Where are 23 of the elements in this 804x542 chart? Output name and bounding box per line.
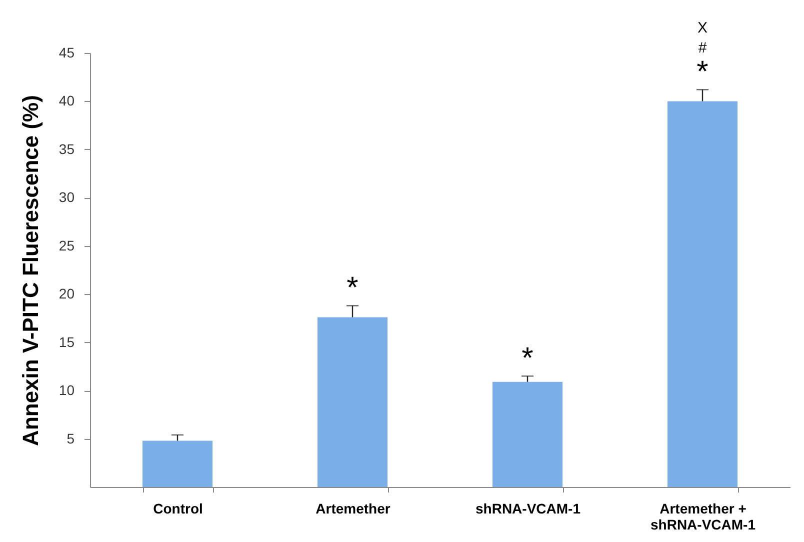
text: X: [697, 20, 708, 37]
x-tick-label: Artemether: [316, 500, 391, 516]
y-tick-label: 35: [58, 140, 75, 157]
y-tick-label: 5: [66, 430, 75, 446]
bar: [142, 440, 212, 487]
x-tick-label: shRNA-VCAM-1: [476, 500, 581, 516]
x-tick-label: Control: [153, 500, 203, 516]
annotation: *: [696, 56, 709, 89]
y-tick-label: 10: [58, 382, 75, 398]
y-tick-label: 30: [58, 189, 75, 206]
bar: [318, 317, 388, 487]
annotation: *: [522, 342, 534, 376]
y-tick-label: 45: [58, 44, 75, 60]
y-tick-label: 25: [58, 237, 75, 254]
annotation: #: [698, 40, 708, 57]
y-axis-title: Annexin V-PITC Fluerescence (%): [18, 95, 43, 446]
y-tick-label: 20: [58, 286, 75, 302]
bar: [492, 382, 562, 487]
bar: [668, 101, 738, 487]
y-tick-label: 15: [58, 334, 75, 350]
annotation: *: [346, 272, 359, 305]
x-tick-label: Artemether + shRNA-VCAM-1: [650, 500, 756, 532]
y-tick-label: 40: [58, 92, 75, 109]
